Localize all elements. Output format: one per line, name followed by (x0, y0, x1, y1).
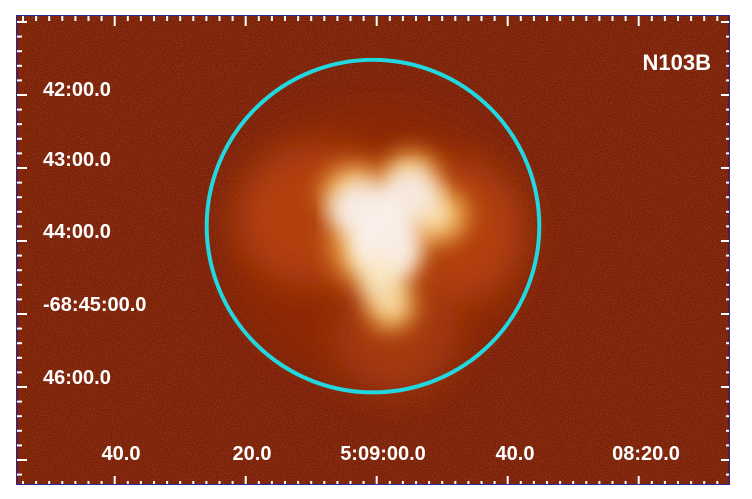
image-title: N103B (642, 50, 711, 75)
y-axis-label: -68:45:00.0 (43, 294, 147, 316)
y-axis-label: 43:00.0 (43, 149, 111, 171)
y-axis-label: 42:00.0 (43, 79, 111, 101)
y-axis-label: 44:00.0 (43, 221, 111, 243)
xray-image-frame: N103B 42:00.0 43:00.0 44:00.0 -68:45:00.… (16, 15, 730, 485)
xray-image (17, 16, 729, 484)
y-axis-label: 46:00.0 (43, 367, 111, 389)
region-circle (204, 57, 542, 395)
x-axis-label: 08:20.0 (612, 443, 680, 465)
x-axis-label: 40.0 (495, 443, 535, 465)
x-axis-label: 5:09:00.0 (340, 443, 426, 465)
axis-ticks (17, 16, 729, 484)
x-axis-label: 20.0 (232, 443, 272, 465)
x-axis-label: 40.0 (101, 443, 141, 465)
